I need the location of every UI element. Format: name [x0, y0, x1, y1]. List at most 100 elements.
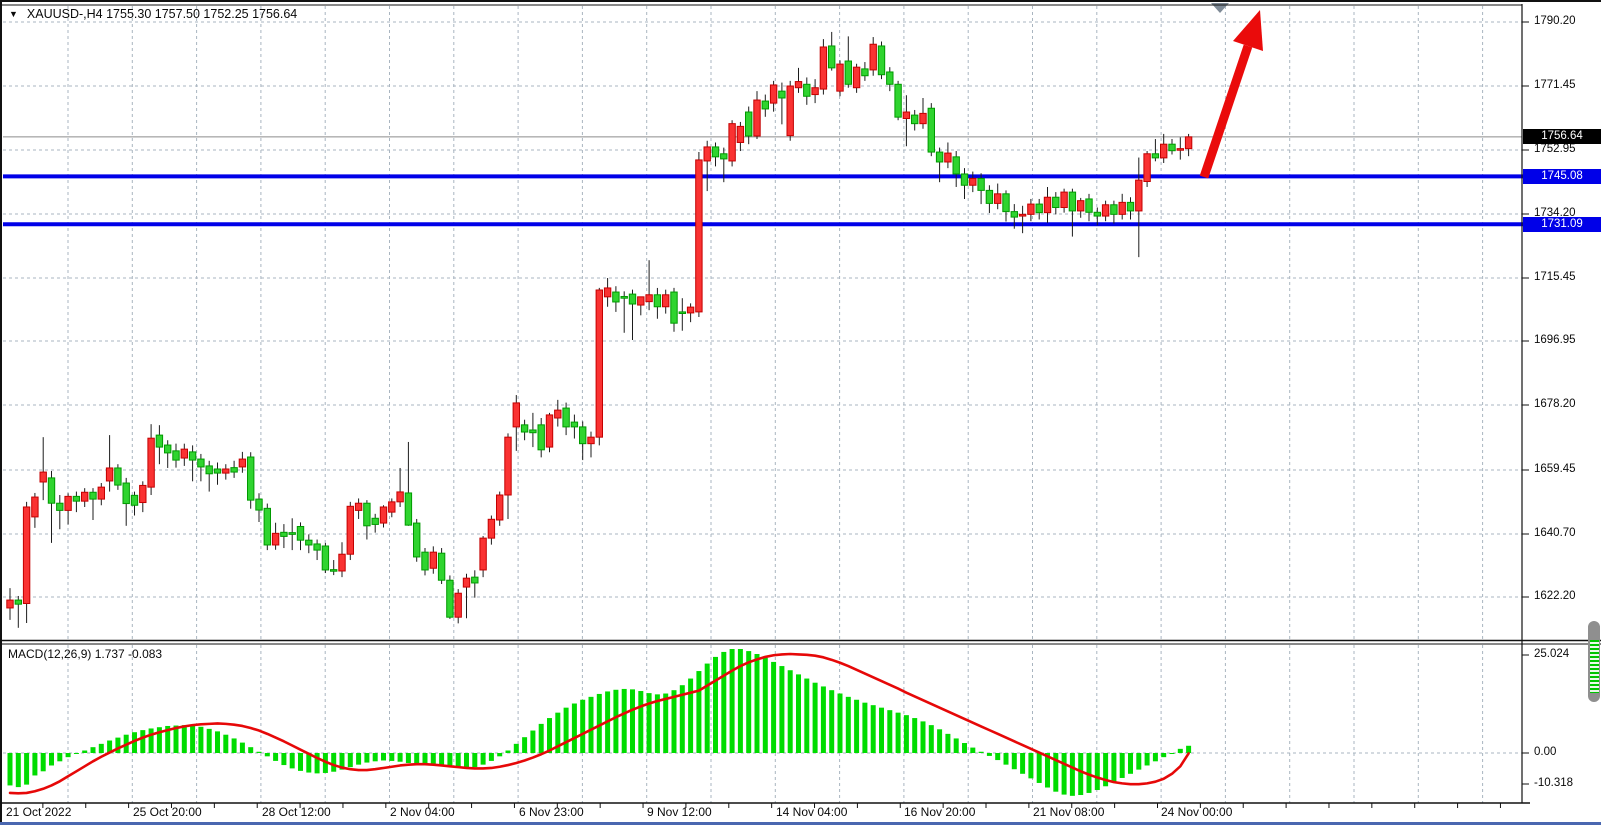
macd-histogram-bar: [1161, 753, 1167, 758]
macd-histogram-bar: [32, 753, 38, 776]
macd-histogram-bar: [895, 712, 901, 753]
macd-histogram-bar: [887, 710, 893, 753]
macd-histogram-bar: [223, 734, 229, 753]
time-axis-label: 25 Oct 20:00: [133, 805, 202, 819]
macd-histogram-bar: [547, 718, 552, 753]
candle-bull: [994, 193, 1002, 204]
macd-histogram-bar: [663, 693, 669, 753]
candle-bull: [6, 599, 14, 609]
macd-histogram-bar: [522, 737, 528, 753]
time-axis-label: 6 Nov 23:00: [519, 805, 584, 819]
macd-histogram-bar: [1136, 753, 1142, 770]
candle-bull: [1135, 179, 1143, 212]
macd-histogram-bar: [206, 728, 212, 753]
time-axis[interactable]: 21 Oct 2022 25 Oct 20:00 28 Oct 12:00 2 Nov…: [0, 805, 1601, 822]
macd-histogram-bar: [298, 753, 303, 771]
macd-histogram-bar: [1053, 753, 1059, 792]
macd-histogram-bar: [90, 747, 96, 753]
macd-histogram-bar: [314, 753, 320, 774]
macd-histogram-bar: [1036, 753, 1042, 783]
macd-histogram-bar: [198, 726, 204, 753]
macd-histogram-bar: [721, 651, 727, 753]
candle-bear: [404, 492, 413, 526]
macd-histogram-bar: [65, 753, 71, 758]
candle-bear: [1126, 201, 1135, 212]
candle-bear: [263, 507, 272, 546]
macd-histogram-bar: [679, 685, 685, 753]
macd-histogram-bar: [1045, 753, 1050, 788]
candle-bear: [894, 83, 902, 118]
candle-bear: [670, 291, 678, 324]
macd-histogram-bar: [995, 753, 1001, 761]
macd-histogram-bar: [281, 753, 287, 766]
macd-histogram-bar: [430, 753, 436, 764]
macd-histogram-bar: [464, 753, 469, 769]
macd-histogram-bar: [746, 651, 752, 753]
macd-histogram-bar: [389, 753, 395, 761]
macd-histogram-bar: [364, 753, 370, 763]
macd-histogram-bar: [986, 753, 992, 756]
macd-histogram-bar: [613, 689, 619, 753]
macd-scale-label: 0.00: [1534, 746, 1557, 758]
macd-histogram-bar: [912, 718, 918, 753]
candle-bull: [769, 84, 778, 104]
macd-histogram-bar: [646, 693, 652, 753]
macd-histogram-bar: [920, 721, 926, 753]
price-axis-label: 1771.45: [1534, 79, 1576, 91]
candle-bear: [280, 531, 288, 537]
candle-bear: [828, 45, 836, 69]
symbol-ohlc-text: XAUUSD-,H4 1755.30 1757.50 1752.25 1756.…: [26, 7, 298, 21]
candle-bear: [628, 293, 637, 305]
candle-bull: [22, 506, 31, 604]
candle-bear: [122, 482, 130, 505]
candle-bear: [437, 552, 446, 581]
macd-histogram-bar: [962, 743, 967, 753]
candle-bull: [379, 506, 388, 524]
macd-histogram-bar: [1128, 753, 1133, 774]
candle-bear: [803, 83, 811, 97]
candle-bear: [1002, 193, 1010, 213]
macd-histogram-bar: [845, 696, 851, 753]
macd-histogram-bar: [173, 725, 179, 753]
price-axis-label: 1790.20: [1534, 15, 1576, 27]
candle-bear: [89, 491, 97, 500]
candle-bear: [653, 294, 662, 308]
candle-bear: [213, 468, 222, 474]
macd-histogram-bar: [331, 753, 337, 772]
macd-histogram-bar: [829, 690, 835, 753]
macd-histogram-bar: [372, 753, 378, 762]
macd-histogram-bar: [98, 743, 104, 753]
macd-histogram-bar: [804, 678, 810, 753]
time-axis-label: 21 Oct 2022: [6, 805, 72, 819]
symbol-ohlc-header: ▼ XAUUSD-,H4 1755.30 1757.50 1752.25 1756…: [9, 7, 297, 21]
macd-histogram-bar: [654, 694, 660, 753]
time-axis-label: 16 Nov 20:00: [904, 805, 976, 819]
price-axis-label: 1678.20: [1534, 398, 1576, 410]
macd-histogram-bar: [472, 753, 478, 768]
candle-bull: [852, 66, 861, 89]
macd-group: [7, 649, 1192, 796]
candle-bear: [711, 146, 720, 158]
candle-bull: [728, 123, 736, 162]
candle-bull: [238, 458, 247, 468]
macd-indicator-label: MACD(12,26,9) 1.737 -0.083: [8, 647, 163, 661]
candle-bull: [595, 289, 603, 438]
macd-histogram-bar: [505, 750, 511, 753]
candle-bull: [1018, 213, 1027, 217]
price-axis-label: 1715.45: [1534, 271, 1576, 283]
candle-bear: [1035, 203, 1043, 214]
candle-bear: [745, 111, 753, 137]
candle-bear: [371, 517, 379, 525]
candle-bear: [72, 495, 81, 502]
macd-histogram-bar: [538, 723, 544, 753]
scrollbar-thumb[interactable]: [1588, 621, 1600, 702]
candle-bear: [321, 545, 330, 571]
candle-bull: [338, 553, 346, 572]
candle-bear: [1168, 143, 1176, 152]
macd-histogram-bar: [1169, 753, 1175, 754]
macd-scale-label: 25.024: [1534, 648, 1570, 660]
candle-bull: [462, 577, 471, 588]
macd-histogram-bar: [688, 678, 694, 753]
candle-bull: [388, 501, 396, 513]
